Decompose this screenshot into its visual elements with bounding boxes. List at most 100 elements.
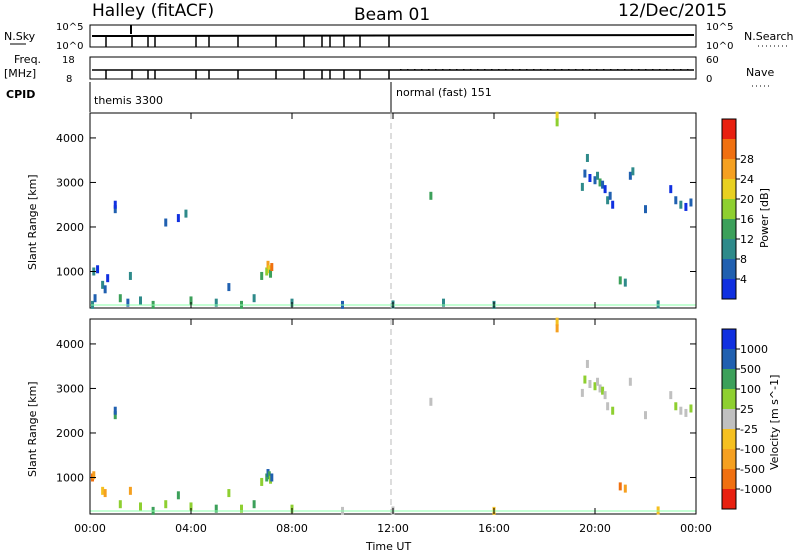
- data-cell: [176, 491, 180, 500]
- data-cell: [689, 404, 693, 413]
- data-cell: [669, 185, 673, 194]
- nave-dot: [533, 69, 535, 71]
- data-cell: [606, 196, 610, 205]
- y-tick-label: 3000: [56, 382, 84, 395]
- data-cell: [679, 200, 683, 209]
- nave-dot: [540, 69, 542, 71]
- colorbar-tick-label: 16: [740, 213, 754, 226]
- data-cell: [113, 406, 117, 415]
- data-cell: [139, 296, 142, 305]
- data-cell: [252, 294, 256, 303]
- data-cell: [252, 500, 256, 509]
- data-cell: [269, 269, 273, 278]
- colorbar-tick-label: 1000: [740, 343, 768, 356]
- data-cell: [113, 205, 117, 214]
- data-cell: [598, 178, 602, 187]
- data-cell: [583, 169, 587, 178]
- colorbar-swatch: [722, 179, 736, 200]
- data-cell: [103, 285, 107, 294]
- nave-dot: [596, 69, 598, 71]
- nave-dot: [624, 69, 626, 71]
- colorbar-swatch: [722, 349, 736, 370]
- colorbar-tick-label: 20: [740, 193, 754, 206]
- nave-dot: [463, 69, 465, 71]
- data-cell: [669, 391, 673, 400]
- colorbar-tick-label: 12: [740, 233, 754, 246]
- data-cell: [596, 171, 600, 180]
- data-cell: [623, 278, 627, 287]
- nsearch-tick-top: 10^5: [706, 22, 733, 33]
- data-cell: [601, 386, 605, 395]
- data-cell: [429, 191, 433, 200]
- y-tick-label: 2000: [56, 221, 84, 234]
- nave-dot: [561, 69, 563, 71]
- colorbar-swatch: [722, 119, 736, 140]
- data-cell: [611, 200, 615, 209]
- freq-tick-bottom: 8: [66, 74, 72, 85]
- cpid-label: CPID: [6, 88, 35, 101]
- nave-dot: [407, 69, 409, 71]
- power-y-label: Slant Range [km]: [26, 174, 39, 270]
- nsearch-tick-bottom: 10^0: [706, 41, 733, 52]
- colorbar-swatch: [722, 329, 736, 350]
- nave-dot: [477, 69, 479, 71]
- data-cell: [674, 402, 678, 411]
- cpid-mode-1: themis 3300: [94, 94, 163, 107]
- data-cell: [267, 265, 271, 274]
- data-cell: [580, 182, 584, 191]
- data-cell: [118, 500, 122, 509]
- data-cell: [593, 176, 597, 185]
- nave-dot: [575, 69, 577, 71]
- y-tick-label: 2000: [56, 427, 84, 440]
- nave-dot: [687, 69, 689, 71]
- data-cell: [267, 471, 271, 480]
- data-cell: [580, 388, 584, 397]
- data-cell: [611, 406, 615, 415]
- data-cell: [189, 296, 193, 305]
- x-tick-label: 04:00: [175, 522, 207, 535]
- colorbar-swatch: [722, 369, 736, 390]
- nave-dot: [512, 69, 514, 71]
- data-cell: [265, 473, 269, 482]
- station-title: Halley (fitACF): [92, 1, 214, 21]
- data-cell: [442, 298, 445, 307]
- nave-dot: [456, 69, 458, 71]
- data-cell: [113, 411, 117, 420]
- data-cell: [265, 267, 269, 276]
- x-axis-label: Time UT: [365, 540, 411, 553]
- y-tick-label: 3000: [56, 176, 84, 189]
- nave-dot: [638, 69, 640, 71]
- data-cell: [260, 271, 264, 280]
- data-cell: [603, 185, 607, 194]
- nave-dot: [582, 69, 584, 71]
- data-cell: [623, 484, 627, 493]
- nave-tick-bottom: 0: [706, 74, 712, 85]
- colorbar-tick-label: -25: [740, 423, 758, 436]
- data-cell: [618, 276, 622, 285]
- data-cell: [270, 263, 274, 272]
- y-tick-label: 1000: [56, 265, 84, 278]
- data-cell: [128, 486, 132, 495]
- x-tick-label: 00:00: [74, 522, 106, 535]
- data-cell: [184, 209, 188, 218]
- velocity-colorbar-label: Velocity [m s^-1]: [768, 375, 781, 470]
- data-cell: [176, 214, 180, 223]
- data-cell: [555, 324, 559, 333]
- nave-dot: [519, 69, 521, 71]
- colorbar-swatch: [722, 469, 736, 490]
- data-cell: [644, 205, 647, 214]
- nave-dot: [603, 69, 605, 71]
- nave-dot: [652, 69, 654, 71]
- beam-title: Beam 01: [354, 5, 430, 25]
- data-cell: [585, 153, 589, 162]
- nave-dot: [680, 69, 682, 71]
- colorbar-tick-label: -1000: [740, 483, 772, 496]
- colorbar-swatch: [722, 139, 736, 160]
- colorbar-swatch: [722, 489, 736, 510]
- data-cell: [631, 167, 635, 176]
- nsky-trace: [91, 34, 695, 37]
- freq-label-2: [MHz]: [4, 67, 36, 80]
- nsky-data-marks: [91, 25, 695, 47]
- power-x-ticks: [89, 113, 697, 308]
